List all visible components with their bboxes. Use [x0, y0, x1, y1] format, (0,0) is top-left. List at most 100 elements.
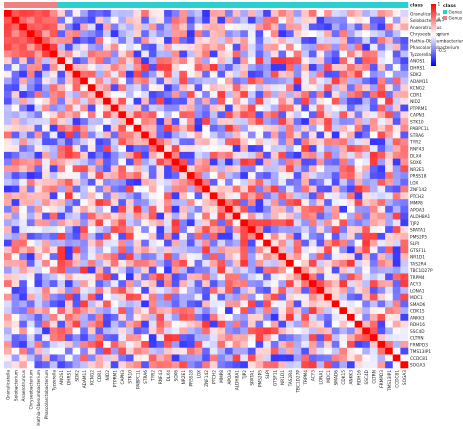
heatmap-cell — [19, 354, 28, 362]
heatmap-cell — [42, 293, 51, 301]
heatmap-cell — [194, 286, 203, 294]
column-label: Chryseobacterium — [29, 370, 35, 409]
heatmap-cell — [217, 64, 226, 72]
heatmap-cell — [392, 16, 401, 24]
heatmap-cell — [377, 145, 386, 153]
heatmap-cell — [110, 300, 119, 308]
heatmap-cell — [209, 172, 218, 180]
heatmap-cell — [316, 172, 325, 180]
heatmap-cell — [148, 239, 157, 247]
heatmap-cell — [141, 64, 150, 72]
heatmap-cell — [209, 246, 218, 254]
heatmap-cell — [347, 91, 355, 99]
heatmap-cell — [202, 340, 211, 349]
heatmap-cell — [42, 10, 51, 18]
heatmap-cell — [339, 57, 348, 65]
column-label: SDK2 — [74, 370, 80, 382]
heatmap-cell — [26, 232, 35, 240]
row-label: ANOS1 — [410, 59, 425, 65]
heatmap-cell — [26, 239, 35, 247]
heatmap-cell — [103, 340, 112, 349]
heatmap-cell — [331, 253, 340, 261]
heatmap-cell — [270, 199, 279, 207]
heatmap-cell — [87, 354, 96, 362]
heatmap-cell — [316, 266, 325, 274]
heatmap-cell — [331, 77, 340, 85]
heatmap-cell — [171, 91, 180, 99]
annotation-cell — [49, 2, 58, 8]
heatmap-cell — [118, 30, 127, 38]
heatmap-cell — [19, 239, 28, 247]
heatmap-cell — [95, 246, 104, 254]
heatmap-cell — [286, 300, 294, 308]
heatmap-cell — [80, 320, 89, 328]
heatmap-cell — [232, 239, 241, 247]
heatmap-cell — [354, 91, 363, 99]
heatmap-cell — [278, 131, 287, 139]
heatmap-cell — [278, 50, 287, 58]
heatmap-cell — [171, 313, 180, 322]
heatmap-cell — [103, 327, 112, 335]
heatmap-cell — [64, 320, 73, 328]
heatmap-cell — [392, 111, 401, 119]
heatmap-cell — [110, 246, 119, 254]
heatmap-cell — [49, 158, 58, 166]
heatmap-cell — [64, 327, 73, 335]
heatmap-cell — [110, 172, 119, 180]
heatmap-cell — [232, 320, 241, 328]
heatmap-cell — [232, 347, 241, 355]
heatmap-cell — [232, 77, 241, 85]
heatmap-cell — [362, 280, 371, 288]
heatmap-cell — [240, 266, 249, 274]
heatmap-cell — [194, 165, 203, 173]
heatmap-cell — [362, 334, 371, 342]
heatmap-cell — [194, 145, 203, 153]
heatmap-cell — [186, 178, 195, 186]
heatmap-cell — [42, 320, 51, 328]
heatmap-cell — [209, 77, 218, 85]
heatmap-cell — [301, 185, 310, 193]
heatmap-cell — [4, 246, 12, 254]
heatmap-cell — [42, 178, 51, 186]
heatmap-cell — [347, 253, 355, 261]
column-label: CDR1 — [97, 370, 103, 382]
heatmap-cell — [293, 232, 302, 240]
heatmap-cell — [301, 361, 310, 369]
annotation-cell — [225, 2, 233, 8]
heatmap-cell — [263, 300, 272, 308]
heatmap-cell — [4, 104, 12, 112]
heatmap-cell — [232, 118, 241, 126]
heatmap-cell — [270, 178, 279, 186]
heatmap-cell — [125, 205, 134, 213]
heatmap-cell — [286, 172, 294, 180]
heatmap-cell — [42, 354, 51, 362]
heatmap-cell — [301, 293, 310, 301]
heatmap-cell — [286, 145, 294, 153]
heatmap-cell — [225, 84, 233, 92]
heatmap-cell — [103, 212, 112, 220]
heatmap-cell — [179, 334, 188, 342]
heatmap-cell — [118, 334, 127, 342]
heatmap-cell — [209, 30, 218, 38]
heatmap-cell — [42, 145, 51, 153]
heatmap-cell — [19, 361, 28, 369]
heatmap-cell — [80, 273, 89, 281]
heatmap-cell — [95, 340, 104, 349]
heatmap-cell — [301, 259, 310, 267]
heatmap-cell — [186, 151, 195, 159]
heatmap-cell — [87, 84, 96, 92]
heatmap-cell — [263, 16, 272, 24]
heatmap-cell — [95, 212, 104, 220]
heatmap-cell — [369, 246, 378, 254]
heatmap-cell — [156, 124, 165, 132]
heatmap-cell — [263, 273, 272, 281]
heatmap-cell — [324, 43, 333, 51]
heatmap-cell — [87, 158, 96, 166]
heatmap-cell — [186, 10, 195, 18]
heatmap-cell — [293, 97, 302, 105]
heatmap-cell — [385, 280, 394, 288]
heatmap-cell — [171, 23, 180, 31]
heatmap-cell — [331, 124, 340, 132]
heatmap-cell — [148, 131, 157, 139]
heatmap-cell — [217, 104, 226, 112]
